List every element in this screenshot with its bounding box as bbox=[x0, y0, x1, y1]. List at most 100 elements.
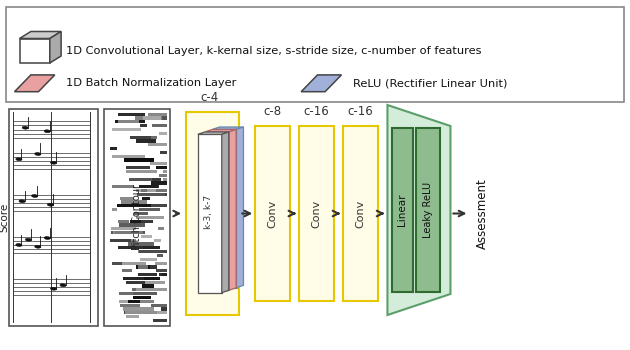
FancyBboxPatch shape bbox=[163, 151, 167, 154]
Ellipse shape bbox=[35, 153, 41, 155]
FancyBboxPatch shape bbox=[153, 288, 167, 292]
FancyBboxPatch shape bbox=[125, 311, 157, 314]
Text: c-16: c-16 bbox=[304, 105, 329, 118]
FancyBboxPatch shape bbox=[126, 170, 158, 173]
Polygon shape bbox=[20, 38, 50, 63]
FancyBboxPatch shape bbox=[140, 300, 154, 303]
FancyBboxPatch shape bbox=[163, 117, 167, 120]
FancyBboxPatch shape bbox=[115, 120, 145, 124]
FancyBboxPatch shape bbox=[129, 239, 136, 242]
Ellipse shape bbox=[47, 203, 54, 206]
FancyBboxPatch shape bbox=[112, 155, 145, 158]
FancyBboxPatch shape bbox=[118, 120, 139, 124]
FancyBboxPatch shape bbox=[146, 193, 151, 196]
Text: Linear: Linear bbox=[398, 194, 407, 226]
FancyBboxPatch shape bbox=[139, 258, 157, 261]
Polygon shape bbox=[387, 105, 450, 315]
Text: ReLU (Rectifier Linear Unit): ReLU (Rectifier Linear Unit) bbox=[353, 78, 507, 88]
FancyBboxPatch shape bbox=[112, 261, 133, 265]
Text: Pitch Contour: Pitch Contour bbox=[132, 184, 142, 250]
FancyBboxPatch shape bbox=[150, 162, 167, 166]
FancyBboxPatch shape bbox=[120, 303, 140, 307]
FancyBboxPatch shape bbox=[132, 288, 156, 292]
FancyBboxPatch shape bbox=[137, 288, 167, 292]
FancyBboxPatch shape bbox=[122, 269, 132, 272]
FancyBboxPatch shape bbox=[119, 223, 145, 226]
FancyBboxPatch shape bbox=[135, 117, 167, 120]
FancyBboxPatch shape bbox=[139, 185, 158, 188]
FancyBboxPatch shape bbox=[122, 261, 146, 265]
Text: k-3, k-7: k-3, k-7 bbox=[205, 195, 214, 229]
Ellipse shape bbox=[25, 238, 32, 241]
FancyBboxPatch shape bbox=[119, 300, 129, 303]
FancyBboxPatch shape bbox=[135, 281, 166, 284]
Polygon shape bbox=[198, 132, 229, 134]
FancyBboxPatch shape bbox=[416, 128, 440, 292]
FancyBboxPatch shape bbox=[119, 292, 146, 295]
Polygon shape bbox=[198, 134, 222, 293]
FancyBboxPatch shape bbox=[148, 113, 167, 116]
FancyBboxPatch shape bbox=[138, 265, 148, 268]
FancyBboxPatch shape bbox=[126, 281, 145, 284]
FancyBboxPatch shape bbox=[112, 185, 134, 188]
FancyBboxPatch shape bbox=[130, 135, 151, 139]
FancyBboxPatch shape bbox=[6, 7, 624, 101]
FancyBboxPatch shape bbox=[156, 166, 167, 169]
Ellipse shape bbox=[22, 126, 28, 129]
FancyBboxPatch shape bbox=[154, 311, 167, 314]
FancyBboxPatch shape bbox=[158, 227, 164, 230]
Ellipse shape bbox=[44, 237, 50, 239]
FancyBboxPatch shape bbox=[157, 254, 163, 257]
FancyBboxPatch shape bbox=[125, 300, 143, 303]
FancyBboxPatch shape bbox=[151, 181, 167, 184]
FancyBboxPatch shape bbox=[139, 250, 158, 253]
FancyBboxPatch shape bbox=[142, 197, 150, 200]
Text: Conv: Conv bbox=[312, 199, 321, 228]
FancyBboxPatch shape bbox=[160, 151, 167, 154]
FancyBboxPatch shape bbox=[118, 246, 143, 250]
FancyBboxPatch shape bbox=[138, 273, 157, 276]
Ellipse shape bbox=[32, 195, 38, 197]
FancyBboxPatch shape bbox=[130, 219, 141, 223]
Ellipse shape bbox=[60, 284, 66, 287]
FancyBboxPatch shape bbox=[139, 219, 154, 223]
FancyBboxPatch shape bbox=[162, 204, 167, 208]
Ellipse shape bbox=[50, 161, 57, 164]
FancyBboxPatch shape bbox=[112, 208, 117, 211]
Text: Leaky ReLU: Leaky ReLU bbox=[423, 182, 433, 238]
FancyBboxPatch shape bbox=[146, 185, 159, 188]
FancyBboxPatch shape bbox=[131, 277, 159, 280]
FancyBboxPatch shape bbox=[132, 277, 157, 280]
FancyBboxPatch shape bbox=[140, 124, 147, 127]
Text: Score: Score bbox=[45, 202, 55, 232]
Polygon shape bbox=[205, 130, 236, 132]
FancyBboxPatch shape bbox=[129, 177, 152, 181]
Ellipse shape bbox=[50, 287, 57, 290]
FancyBboxPatch shape bbox=[120, 201, 147, 204]
FancyBboxPatch shape bbox=[149, 177, 161, 181]
FancyBboxPatch shape bbox=[154, 239, 161, 242]
FancyBboxPatch shape bbox=[140, 235, 152, 238]
Polygon shape bbox=[212, 129, 236, 288]
FancyBboxPatch shape bbox=[160, 303, 167, 307]
FancyBboxPatch shape bbox=[186, 112, 239, 315]
FancyBboxPatch shape bbox=[133, 292, 157, 295]
Polygon shape bbox=[14, 75, 55, 92]
FancyBboxPatch shape bbox=[156, 269, 167, 272]
FancyBboxPatch shape bbox=[151, 193, 167, 196]
Text: Conv: Conv bbox=[356, 199, 365, 228]
FancyBboxPatch shape bbox=[123, 307, 154, 310]
Polygon shape bbox=[236, 127, 243, 288]
FancyBboxPatch shape bbox=[117, 204, 151, 208]
FancyBboxPatch shape bbox=[152, 319, 167, 322]
FancyBboxPatch shape bbox=[148, 143, 167, 146]
FancyBboxPatch shape bbox=[163, 177, 167, 181]
FancyBboxPatch shape bbox=[111, 227, 135, 230]
FancyBboxPatch shape bbox=[126, 315, 139, 318]
Polygon shape bbox=[229, 130, 236, 290]
FancyBboxPatch shape bbox=[113, 231, 128, 234]
FancyBboxPatch shape bbox=[392, 128, 413, 292]
FancyBboxPatch shape bbox=[143, 117, 161, 120]
FancyBboxPatch shape bbox=[151, 303, 167, 307]
FancyBboxPatch shape bbox=[139, 250, 167, 253]
